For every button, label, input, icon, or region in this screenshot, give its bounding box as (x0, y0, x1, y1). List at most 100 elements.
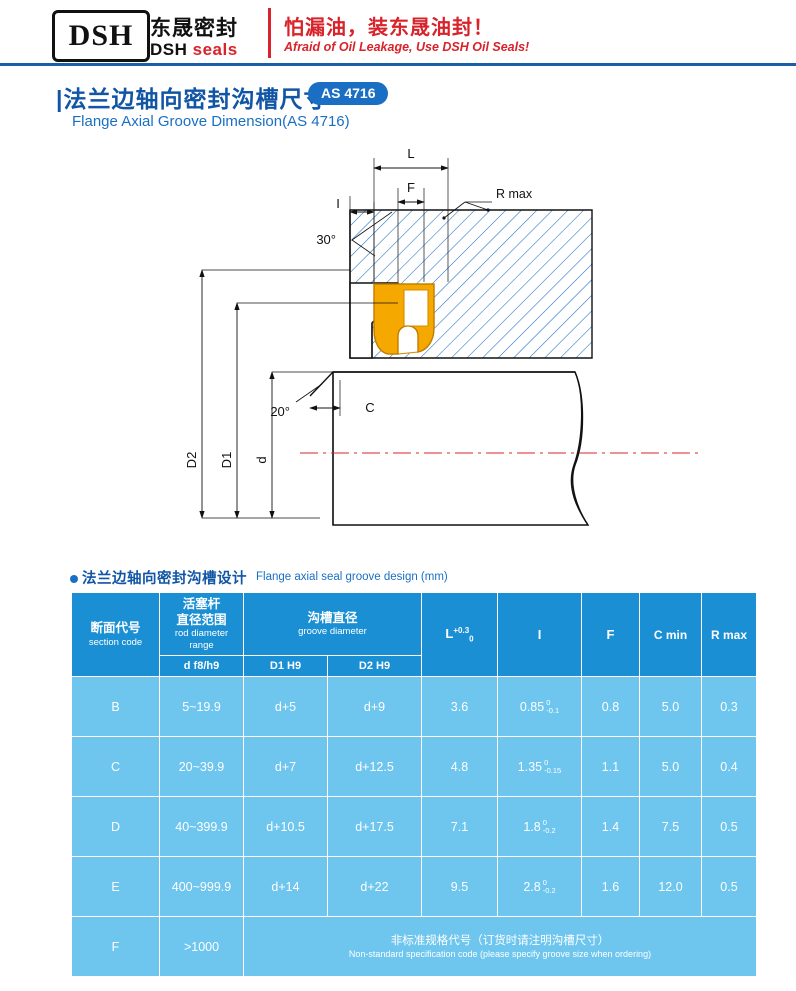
cell-R: 0.4 (701, 736, 757, 798)
technical-drawing: L F I R max 30° 20° C (0, 140, 796, 555)
cell-C: 5.0 (639, 736, 702, 798)
angle-20: 20° (270, 383, 323, 419)
cell-D2: d+22 (327, 856, 422, 918)
th-D1-text: D1 H9 (269, 660, 302, 673)
label-angle-30: 30° (316, 232, 336, 247)
cell-L: 9.5 (421, 856, 498, 918)
cell-D1: d+7 (243, 736, 328, 798)
cell-C: 5.0 (639, 676, 702, 738)
cell-note-en: Non-standard specification code (please … (348, 948, 652, 959)
cell-I: 2.8 0 -0.2 (497, 856, 582, 918)
cell-rod-range: >1000 (159, 916, 244, 978)
cell-I-tolerance: 0 -0.1 (546, 698, 560, 715)
cell-D1: d+14 (243, 856, 328, 918)
cell-section-code: D (71, 796, 160, 858)
label-D2: D2 (184, 452, 199, 469)
th-section-code-cn: 断面代号 (90, 621, 141, 635)
th-rod-en-1: rod diameter (174, 628, 229, 640)
cell-section-code: E (71, 856, 160, 918)
cell-rod-range: 40~399.9 (159, 796, 244, 858)
th-I-text: I (537, 627, 542, 643)
cell-I-tol-up: 0 (544, 757, 549, 767)
page-title-en: Flange Axial Groove Dimension(AS 4716) (72, 113, 350, 130)
cell-rod-range: 400~999.9 (159, 856, 244, 918)
angle-30: 30° (316, 211, 393, 257)
cell-section-code: F (71, 916, 160, 978)
th-I: I (497, 591, 582, 678)
page-header: DSH 东晟密封 DSH seals 怕漏油，装东晟油封！ Afraid of … (0, 0, 796, 66)
logo-box: DSH (52, 10, 150, 62)
page-title-cn-text: 法兰边轴向密封沟槽尺寸 (63, 86, 328, 112)
dim-D2: D2 (184, 269, 350, 519)
table-row-note: F >1000 非标准规格代号（订货时请注明沟槽尺寸） Non-standard… (71, 916, 757, 978)
th-rod-en-2: range (189, 639, 214, 651)
label-R-max: R max (496, 187, 533, 201)
cell-F: 0.8 (581, 676, 640, 738)
rod-shaft (309, 371, 590, 526)
section-title-en: Flange axial seal groove design (mm) (256, 571, 448, 583)
cell-D2: d+9 (327, 676, 422, 738)
label-I: I (336, 196, 340, 211)
cell-D2: d+17.5 (327, 796, 422, 858)
brand-en-black: DSH (150, 40, 193, 59)
th-D2: D2 H9 (327, 655, 422, 678)
section-title-cn: 法兰边轴向密封沟槽设计 (82, 571, 247, 587)
table-row: B 5~19.9 d+5 d+9 3.6 0.85 0 -0.1 0.8 5.0 0… (71, 676, 757, 738)
th-d-tolerance: d f8/h9 (159, 655, 244, 678)
brand-name-cn: 东晟密封 (150, 17, 238, 40)
label-L: L (407, 146, 414, 161)
dim-d: d (254, 371, 333, 519)
logo-text: DSH (68, 19, 134, 52)
cell-I-tolerance: 0 -0.15 (544, 757, 562, 775)
th-F-text: F (606, 627, 615, 643)
cell-I-value: 1.35 (517, 759, 543, 774)
cell-D1: d+10.5 (243, 796, 328, 858)
cell-C: 12.0 (639, 856, 702, 918)
slogan-cn: 怕漏油，装东晟油封！ (284, 17, 494, 39)
th-groove-diameter: 沟槽直径 groove diameter (243, 591, 422, 657)
th-D1: D1 H9 (243, 655, 328, 678)
cell-I-tol-low: -0.2 (542, 885, 556, 895)
th-D2-text: D2 H9 (358, 660, 391, 673)
cell-F: 1.4 (581, 796, 640, 858)
cell-I-tol-low: -0.1 (546, 705, 560, 715)
cell-note-cn: 非标准规格代号（订货时请注明沟槽尺寸） (390, 934, 610, 947)
th-C-min: C min (639, 591, 702, 678)
th-rod-cn-1: 活塞杆 (182, 597, 221, 611)
cell-I-tol-low: -0.15 (544, 765, 562, 775)
cell-I: 1.8 0 -0.2 (497, 796, 582, 858)
cell-L: 3.6 (421, 676, 498, 738)
dim-C: C (309, 380, 375, 416)
cell-R: 0.3 (701, 676, 757, 738)
th-L-sub: 0 (469, 634, 474, 644)
label-D1: D1 (219, 452, 234, 469)
th-C-text: C min (653, 627, 688, 642)
cell-rod-range: 5~19.9 (159, 676, 244, 738)
cell-I-tol-low: -0.2 (542, 825, 556, 835)
cell-I: 0.85 0 -0.1 (497, 676, 582, 738)
standard-badge: AS 4716 (308, 82, 389, 105)
label-F: F (407, 180, 415, 195)
drawing-svg: L F I R max 30° 20° C (184, 146, 700, 526)
th-L: L+0.30 (421, 591, 498, 678)
cell-section-code: B (71, 676, 160, 738)
label-d: d (254, 456, 269, 463)
cell-I: 1.35 0 -0.15 (497, 736, 582, 798)
cell-rod-range: 20~39.9 (159, 736, 244, 798)
table-row: D 40~399.9 d+10.5 d+17.5 7.1 1.8 0 -0.2 1.… (71, 796, 757, 858)
section-bullet-icon (70, 575, 78, 583)
seal-profile (373, 283, 435, 355)
th-section-code-en: section code (88, 636, 143, 648)
dim-R-max: R max (442, 187, 533, 220)
th-L-sup: +0.3 (453, 626, 470, 636)
table-row: E 400~999.9 d+14 d+22 9.5 2.8 0 -0.2 1.6 1… (71, 856, 757, 918)
groove-dimension-table: 断面代号 section code 活塞杆 直径范围 rod diameter … (71, 591, 757, 978)
th-F: F (581, 591, 640, 678)
cell-F: 1.1 (581, 736, 640, 798)
title-bar-glyph: | (56, 86, 64, 112)
cell-note: 非标准规格代号（订货时请注明沟槽尺寸） Non-standard specifi… (243, 916, 757, 978)
page-title-cn: |法兰边轴向密封沟槽尺寸 (56, 80, 327, 114)
cell-L: 4.8 (421, 736, 498, 798)
cell-R: 0.5 (701, 856, 757, 918)
cell-I-value: 2.8 (523, 879, 541, 894)
